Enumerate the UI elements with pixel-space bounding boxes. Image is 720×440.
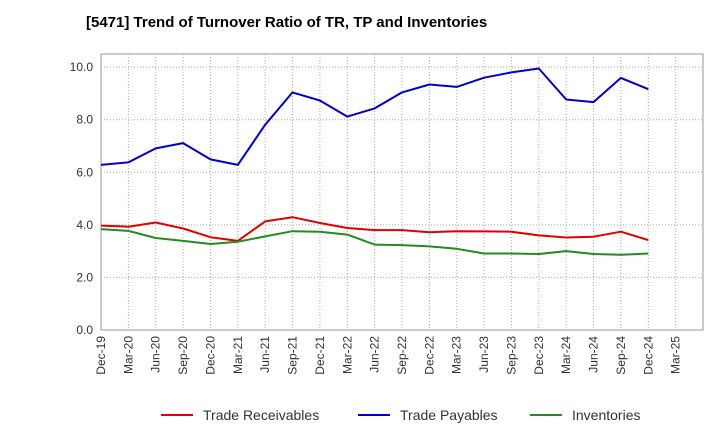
x-tick-label: Jun-23 (477, 336, 491, 373)
x-tick-label: Sep-21 (286, 336, 300, 375)
x-tick-label: Jun-24 (587, 336, 601, 373)
x-tick-label: Jun-22 (368, 336, 382, 373)
x-tick-label: Dec-21 (313, 336, 327, 375)
series-line-inventories (100, 228, 649, 256)
x-tick-label: Mar-21 (231, 336, 245, 374)
x-tick-label: Sep-20 (176, 336, 190, 375)
x-tick-label: Sep-24 (614, 336, 628, 375)
x-tick-label: Mar-20 (121, 336, 135, 374)
x-tick-label: Dec-22 (422, 336, 436, 375)
x-tick-label: Dec-19 (94, 336, 108, 375)
x-tick-label: Sep-22 (395, 336, 409, 375)
x-tick-label: Sep-23 (504, 336, 518, 375)
y-tick-label: 0.0 (76, 323, 93, 337)
y-tick-label: 4.0 (76, 218, 93, 232)
y-tick-label: 2.0 (76, 270, 93, 284)
y-tick-label: 10.0 (70, 60, 94, 74)
x-tick-label: Mar-23 (450, 336, 464, 374)
legend-label-trade-receivables: Trade Receivables (203, 407, 319, 423)
series-line-trade-payables (100, 67, 649, 166)
x-tick-label: Dec-24 (641, 336, 655, 375)
x-tick-label: Dec-23 (532, 336, 546, 375)
x-tick-label: Mar-22 (340, 336, 354, 374)
x-tick-label: Jun-21 (258, 336, 272, 373)
x-tick-label: Mar-25 (669, 336, 683, 374)
series-line-trade-receivables (100, 216, 649, 242)
legend-label-inventories: Inventories (572, 407, 640, 423)
x-tick-label: Jun-20 (149, 336, 163, 373)
x-tick-label: Dec-20 (203, 336, 217, 375)
legend-label-trade-payables: Trade Payables (400, 407, 498, 423)
y-tick-label: 6.0 (76, 165, 93, 179)
x-tick-label: Mar-24 (559, 336, 573, 374)
y-tick-label: 8.0 (76, 113, 93, 127)
chart-title: [5471] Trend of Turnover Ratio of TR, TP… (86, 14, 488, 31)
